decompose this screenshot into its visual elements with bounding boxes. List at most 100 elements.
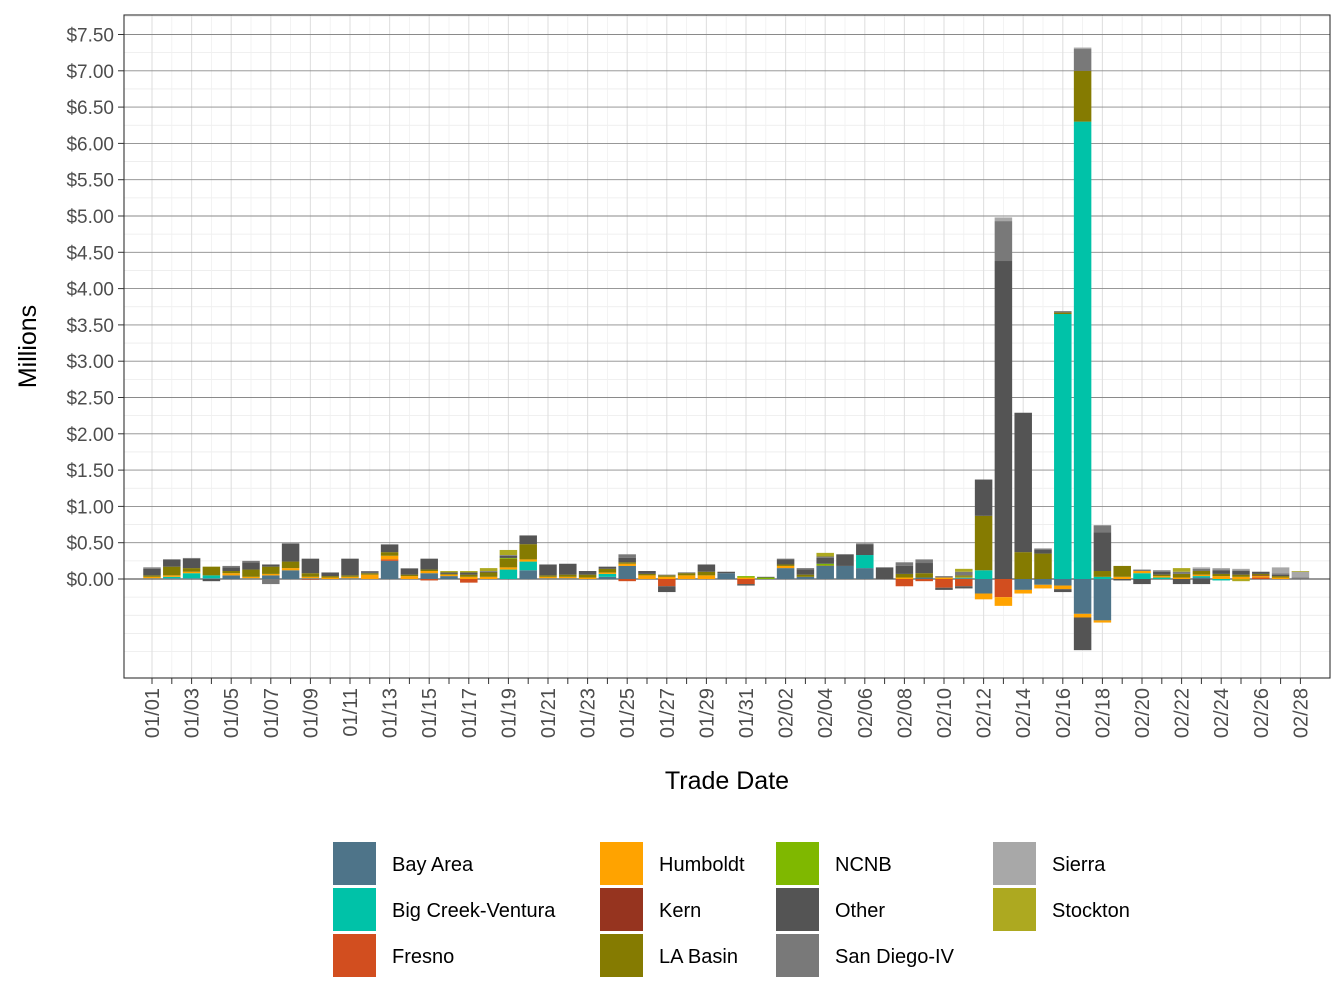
bar-segment: Bay Area 01/02: 0.01: [163, 578, 181, 579]
y-tick-label: $0.00: [66, 570, 114, 591]
bar-segment: Bay Area 02/15: -0.08: [1034, 579, 1052, 585]
bar-segment: Humboldt 01/14: 0.04: [400, 576, 419, 579]
bar-segment: San Diego-IV 01/13: 0.01: [380, 544, 399, 545]
bar-segment: Stockton 02/04: 0.05: [816, 552, 834, 557]
bar-segment: Bay Area 01/07: 0.05: [262, 575, 280, 579]
bar-segment: Bay Area 01/22: 0.01: [559, 578, 577, 579]
bar-segment: LA Basin 02/17: 0.7: [1073, 70, 1092, 122]
bar-segment: Fresno 01/25: -0.03: [618, 579, 636, 582]
bar-segment: Humboldt 01/12: 0.06: [361, 574, 379, 579]
bar-segment: LA Basin 02/08: 0.05: [895, 573, 914, 578]
bar-segment: Other 02/17: -0.45: [1073, 617, 1092, 651]
x-tick-label: 01/21: [538, 688, 560, 738]
legend-label: Fresno: [392, 946, 454, 968]
x-tick-label: 01/09: [300, 688, 322, 738]
bar-segment: Other 02/08: 0.11: [895, 565, 914, 574]
bar-segment: Stockton 01/16: 0.02: [440, 571, 458, 573]
bar-segment: Other 02/24: 0.05: [1212, 570, 1230, 574]
bar-segment: Fresno 01/15: -0.02: [420, 579, 438, 581]
x-tick-label: 01/17: [459, 688, 481, 738]
bar-segment: Stockton 02/28: 0.01: [1291, 571, 1310, 572]
bar-segment: San Diego-IV 02/22: 0.03: [1172, 571, 1191, 574]
bar-segment: Other 01/28: 0.01: [677, 572, 696, 574]
bar-segment: Stockton 02/11: 0.04: [955, 568, 973, 572]
bar-segment: San Diego-IV 02/13: 0.55: [994, 221, 1013, 262]
bar-segment: Big Creek-Ventura 01/19: 0.13: [499, 569, 518, 579]
legend-label: Bay Area: [392, 854, 474, 876]
bar-segment: Humboldt 02/15: -0.05: [1034, 584, 1052, 589]
x-tick-label: 01/23: [578, 688, 600, 738]
bar-segment: Humboldt 02/08: 0.02: [895, 577, 914, 579]
bar-segment: San Diego-IV 02/27: 0.02: [1271, 573, 1290, 575]
bar-segment: San Diego-IV 02/21: 0.02: [1153, 570, 1171, 572]
bar-segment: LA Basin 02/22: 0.05: [1172, 573, 1191, 578]
bar-segment: Humboldt 02/11: 0.01: [955, 576, 973, 578]
bar-segment: Humboldt 02/21: 0.02: [1153, 576, 1171, 578]
bar-segment: Bay Area 02/12: -0.2: [974, 579, 993, 594]
bar-segment: LA Basin 02/23: 0.05: [1192, 571, 1211, 575]
bar-segment: LA Basin 01/15: 0.02: [420, 569, 438, 572]
bar-segment: Other 01/16: 0.02: [440, 572, 458, 574]
bar-segment: LA Basin 01/13: 0.05: [380, 552, 399, 556]
bar-segment: Bay Area 01/21: 0.01: [539, 578, 557, 579]
bar-segment: LA Basin 02/11: 0.02: [955, 575, 973, 577]
bar-segment: Humboldt 01/18: 0.03: [479, 576, 498, 579]
bar-segment: LA Basin 01/08: 0.09: [281, 561, 300, 569]
bar-segment: Humboldt 02/26: 0.02: [1252, 576, 1270, 578]
bar-segment: San Diego-IV 02/06: 0.01: [856, 543, 874, 545]
x-tick-label: 02/10: [934, 688, 956, 738]
bar-segment: Other 01/23: 0.05: [578, 571, 597, 575]
bar-segment: Other 02/19: -0.02: [1113, 579, 1131, 581]
x-tick-label: 02/16: [1053, 688, 1075, 738]
bar-segment: Kern 02/26: 0.01: [1252, 575, 1270, 577]
bar-segment: Big Creek-Ventura 02/20: 0.08: [1133, 573, 1151, 579]
bar-segment: Humboldt 01/15: 0.03: [420, 571, 438, 574]
bar-segment: Other 01/04: -0.03: [202, 579, 221, 582]
bar-segment: Other 02/07: 0.16: [875, 567, 894, 579]
x-tick-label: 01/31: [736, 688, 758, 738]
bar-segment: Bay Area 01/30: 0.08: [717, 573, 735, 579]
bar-segment: Sierra 02/28: 0.08: [1291, 571, 1310, 578]
bar-segment: Bay Area 01/24: 0.03: [598, 576, 617, 579]
bar-segment: Other 01/27: -0.08: [658, 586, 676, 593]
y-tick-label: $5.50: [66, 171, 114, 192]
y-tick-label: $2.00: [66, 425, 114, 446]
legend-label: Other: [835, 900, 885, 922]
bar-segment: Other 01/22: 0.15: [559, 563, 577, 575]
legend-swatch: [776, 888, 819, 931]
bar-segment: Humboldt 01/27: 0.03: [658, 576, 676, 579]
bar-segment: Bay Area 01/11: 0.01: [341, 578, 359, 579]
legend-label: Stockton: [1052, 900, 1130, 922]
bar-segment: Bay Area 02/02: 0.15: [776, 568, 795, 579]
bar-segment: San Diego-IV 02/20: 0.02: [1133, 569, 1151, 572]
bar-segment: Big Creek-Ventura 01/02: 0.02: [163, 576, 181, 579]
bar-segment: Humboldt 02/18: -0.03: [1093, 620, 1112, 623]
bar-segment: Bay Area 02/05: 0.18: [836, 565, 854, 579]
bar-segment: Humboldt 01/28: 0.05: [677, 575, 696, 579]
y-tick-label: $0.50: [66, 534, 114, 555]
bar-segment: LA Basin 01/01: 0.02: [143, 575, 161, 577]
bar-segment: LA Basin 01/23: 0.04: [578, 574, 597, 578]
bar-segment: Other 01/14: 0.08: [400, 568, 419, 575]
bar-segment: Other 01/12: 0.01: [361, 572, 379, 574]
bar-segment: LA Basin 01/14: 0.02: [400, 574, 419, 577]
bar-segment: Fresno 01/17: -0.05: [460, 579, 478, 583]
bar-segment: LA Basin 02/14: 0.37: [1014, 552, 1032, 579]
bar-segment: LA Basin 01/06: 0.1: [242, 569, 260, 577]
bar-segment: Humboldt 02/23: 0.02: [1192, 574, 1211, 577]
bar-segment: LA Basin 01/07: 0.1: [262, 566, 280, 574]
bar-segment: Stockton 01/19: 0.07: [499, 549, 518, 556]
bar-segment: NCNB 01/19: 0.01: [499, 557, 518, 559]
bar-segment: Bay Area 02/17: -0.48: [1073, 579, 1092, 614]
bar-segment: Other 01/29: 0.1: [697, 564, 716, 572]
bar-segment: Sierra 02/27: 0.08: [1271, 567, 1290, 574]
x-tick-label: 02/22: [1172, 688, 1194, 738]
bar-segment: Other 01/02: 0.1: [163, 559, 181, 567]
bar-segment: Other 01/13: 0.1: [380, 544, 399, 553]
bar-segment: Other 01/31: -0.02: [737, 584, 755, 586]
x-tick-label: 01/11: [340, 688, 362, 737]
bar-segment: LA Basin 02/12: 0.75: [974, 515, 993, 571]
bar-segment: Other 01/20: 0.12: [519, 535, 537, 545]
legend-swatch: [333, 842, 376, 885]
bar-segment: Big Creek-Ventura 02/18: 0.03: [1093, 576, 1112, 579]
